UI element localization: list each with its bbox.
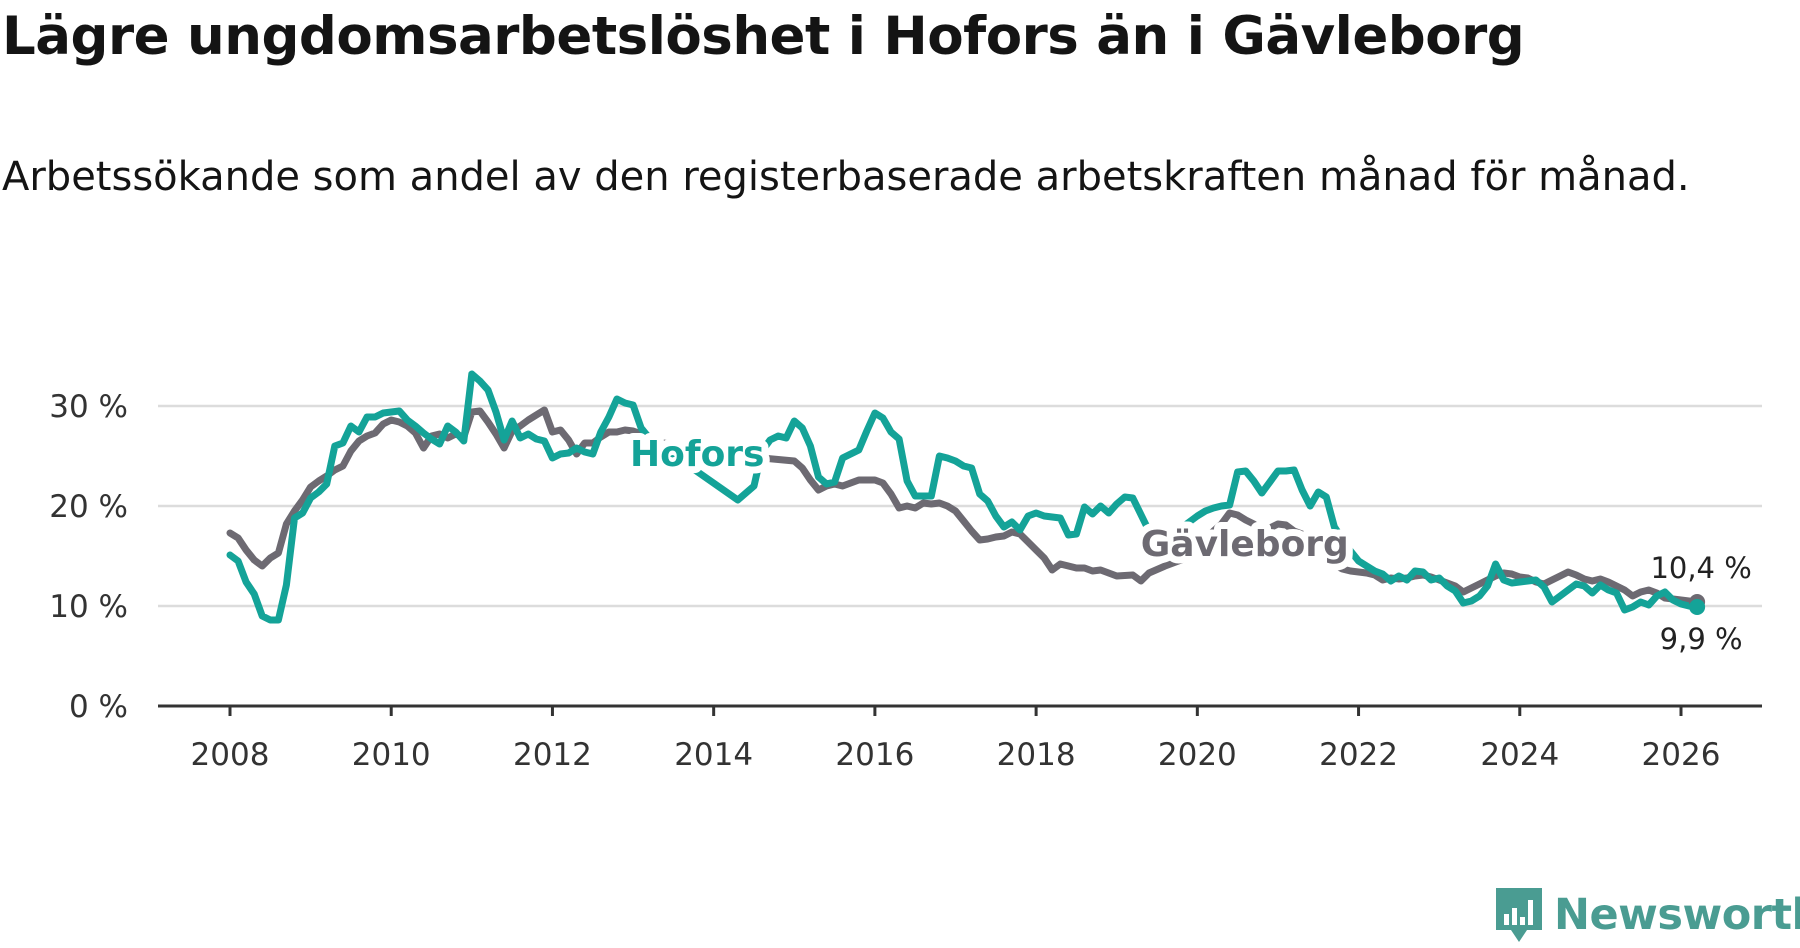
x-tick-label: 2010	[352, 737, 431, 773]
newsworthy-logo[interactable]: Newsworthy	[1494, 886, 1800, 944]
series-line-gvleborg	[226, 406, 1701, 606]
y-tick-label: 20 %	[49, 489, 128, 525]
series-label-gvleborg: Gävleborg	[1141, 524, 1349, 565]
end-value-label: 9,9 %	[1660, 622, 1743, 656]
y-tick-label: 10 %	[49, 589, 128, 625]
series-end-point	[1689, 599, 1706, 615]
x-tick-label: 2020	[1158, 737, 1237, 773]
x-tick-label: 2014	[674, 737, 753, 773]
y-tick-label: 0 %	[69, 689, 128, 725]
y-axis-tick-labels: 0 % 10 % 20 % 30 %	[49, 389, 128, 725]
x-tick-label: 2024	[1480, 737, 1559, 773]
newsworthy-brand-name: Newsworthy	[1554, 890, 1800, 940]
series-label-hofors: Hofors	[630, 434, 764, 475]
gridlines	[158, 404, 1762, 608]
x-tick-label: 2016	[835, 737, 914, 773]
chart-title: Lägre ungdomsarbetslöshet i Hofors än i …	[2, 6, 1525, 67]
series-end-markers	[1689, 594, 1706, 615]
x-tick-label: 2008	[191, 737, 270, 773]
y-tick-label: 30 %	[49, 389, 128, 425]
series-lines	[226, 370, 1701, 624]
x-tick-label: 2022	[1319, 737, 1398, 773]
series-label-halo: Gävleborg	[1141, 524, 1349, 565]
end-value-label: 10,4 %	[1650, 551, 1751, 585]
series-line-hofors	[226, 370, 1701, 624]
x-axis-ticks: 2008 2010 2012 2014 2016 2018 2020 2022 2024 2026	[191, 706, 1721, 773]
x-tick-label: 2026	[1642, 737, 1721, 773]
x-tick-label: 2018	[997, 737, 1076, 773]
newsworthy-logo-icon	[1496, 888, 1542, 942]
series-label-halo: Hofors	[630, 434, 764, 475]
line-chart: 0 % 10 % 20 % 30 % 2008 2010 2012 2014 2016 2018…	[49, 370, 1762, 773]
x-tick-label: 2012	[513, 737, 592, 773]
chart-subtitle: Arbetssökande som andel av den registerb…	[2, 154, 1690, 200]
